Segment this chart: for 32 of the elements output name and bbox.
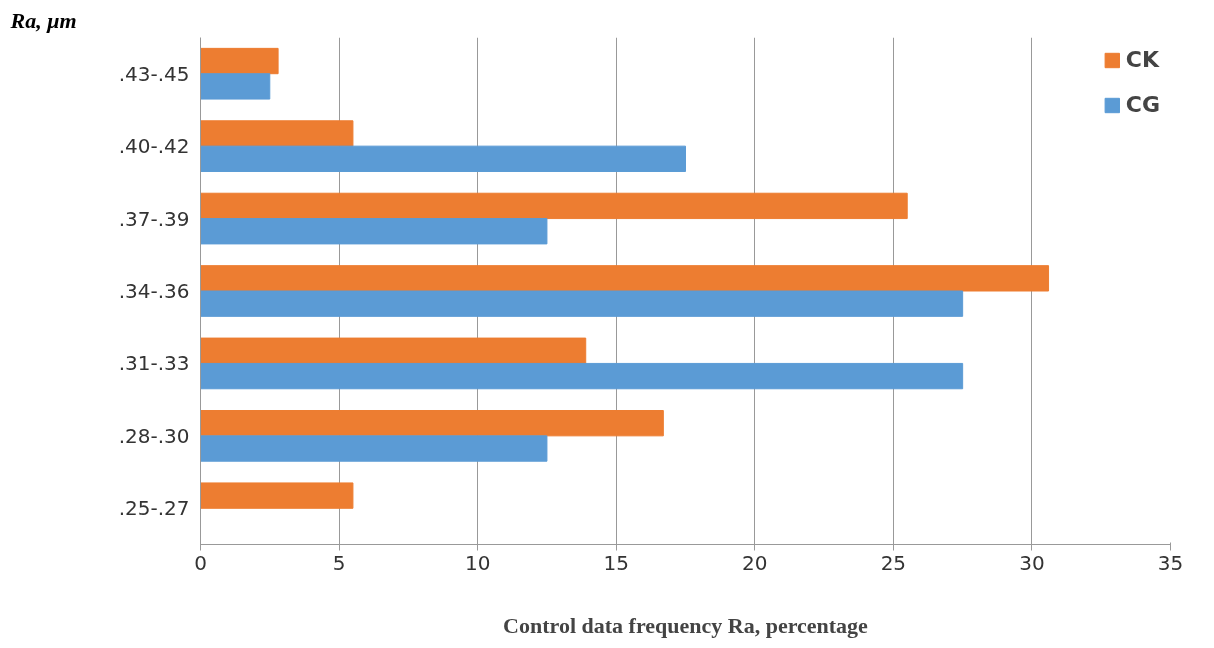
bar xyxy=(200,192,908,220)
bar xyxy=(200,362,964,390)
bar xyxy=(200,47,279,75)
legend-label: CK xyxy=(1125,47,1159,72)
bar xyxy=(200,337,587,364)
y-tick-label: .37-.39 xyxy=(118,206,190,231)
x-tick-label: 15 xyxy=(603,550,629,575)
bar xyxy=(200,145,686,172)
x-axis-title: Control data frequency Ra, percentage xyxy=(503,612,869,638)
y-tick-label: .34-.36 xyxy=(118,279,190,303)
y-tick-label: .31-.33 xyxy=(118,351,190,376)
bar xyxy=(200,410,664,437)
bar xyxy=(200,120,354,147)
x-tick-label: 20 xyxy=(742,550,768,575)
bar xyxy=(200,73,271,100)
y-tick-label: .28-.30 xyxy=(118,423,190,448)
bar xyxy=(200,482,354,509)
bar xyxy=(200,435,548,462)
x-tick-label: 30 xyxy=(1019,550,1045,575)
y-tick-label: .43-.45 xyxy=(118,61,190,86)
x-tick-label: 10 xyxy=(464,550,491,575)
y-tick-label: .25-.27 xyxy=(118,496,190,521)
y-tick-label: .40-.42 xyxy=(118,134,190,159)
x-tick-label: 25 xyxy=(880,550,907,575)
y-axis-title: Ra, μm xyxy=(9,7,77,33)
bar xyxy=(200,218,548,245)
x-tick-label: 35 xyxy=(1157,550,1184,575)
x-tick-label: 5 xyxy=(332,550,346,575)
bar xyxy=(200,265,1050,292)
legend-label: CG xyxy=(1125,92,1160,117)
x-tick-label: 0 xyxy=(194,550,207,575)
bar xyxy=(200,290,964,317)
